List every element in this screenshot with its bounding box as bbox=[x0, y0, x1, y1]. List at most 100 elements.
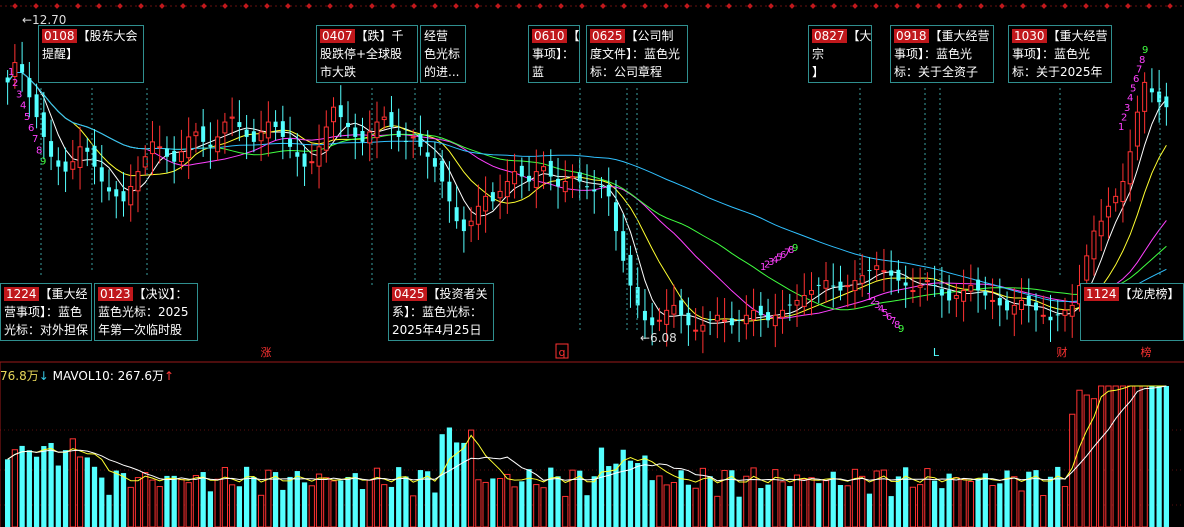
event-annotation[interactable]: 0827 【大宗】 bbox=[808, 25, 872, 83]
candle-body-down bbox=[454, 207, 459, 222]
event-annotation[interactable]: 0407 【跌】千股跌停+全球股市大跌 bbox=[316, 25, 418, 83]
candle-body-down bbox=[295, 152, 300, 157]
td-label: 7 bbox=[32, 134, 38, 145]
td-label: 4 bbox=[20, 101, 26, 112]
top-marker-dot bbox=[411, 3, 417, 9]
volume-bar-down bbox=[707, 476, 713, 527]
candle-body-up bbox=[215, 136, 221, 153]
event-annotation[interactable]: 0610【事项】：蓝：对外担 bbox=[528, 25, 580, 83]
marker-letter: 财 bbox=[1057, 345, 1068, 359]
volume-bar-down bbox=[91, 466, 98, 527]
top-marker-dot bbox=[1167, 3, 1173, 9]
td-label: 7 bbox=[1136, 64, 1142, 75]
volume-bar-up bbox=[76, 456, 84, 527]
candle-body-up bbox=[1098, 220, 1104, 237]
volume-bar-up bbox=[562, 495, 569, 527]
candle-body-up bbox=[656, 319, 662, 322]
volume-bar-down bbox=[758, 488, 764, 527]
candle-body-down bbox=[599, 185, 604, 187]
top-marker-dot bbox=[75, 3, 81, 9]
candle-body-down bbox=[5, 77, 10, 83]
candle-body-up bbox=[562, 181, 568, 193]
top-marker-dot bbox=[327, 3, 333, 9]
candle-body-down bbox=[838, 281, 843, 291]
event-annotation[interactable]: 1124 【龙虎榜】 bbox=[1080, 283, 1184, 341]
top-marker-dot bbox=[579, 3, 585, 9]
td-label: 4 bbox=[1127, 93, 1133, 104]
event-annotation[interactable]: 1224【重大经营事项】：蓝色光标：对外担保的进... bbox=[0, 283, 92, 341]
event-annotation[interactable]: 经营 色光标 的进... bbox=[420, 25, 466, 83]
candle-body-up bbox=[541, 166, 547, 172]
volume-bar-up bbox=[149, 479, 156, 527]
volume-bar-down bbox=[33, 456, 40, 527]
candle-body-up bbox=[367, 131, 373, 144]
top-marker-dot bbox=[117, 3, 123, 9]
candle-body-down bbox=[831, 285, 836, 287]
volume-bar-down bbox=[606, 466, 612, 527]
annotation-date: 0625 bbox=[590, 29, 625, 43]
ma-line-60 bbox=[7, 72, 1167, 302]
candle-body-up bbox=[809, 290, 815, 295]
event-annotation[interactable]: 1030【重大经营事项】：蓝色光标：关于2025年第... bbox=[1008, 25, 1112, 83]
top-marker-dot bbox=[894, 3, 900, 9]
td-label: 7 bbox=[784, 248, 790, 259]
volume-bar-down bbox=[200, 472, 206, 527]
marker-letter: q bbox=[559, 346, 566, 359]
volume-bar-up bbox=[1083, 394, 1090, 527]
volume-bar-down bbox=[526, 469, 532, 527]
volume-bar-down bbox=[171, 475, 177, 527]
top-marker-dot bbox=[915, 3, 921, 9]
candle-body-up bbox=[178, 151, 184, 162]
candle-body-up bbox=[671, 304, 677, 315]
top-marker-dot bbox=[180, 3, 186, 9]
annotation-date: 0425 bbox=[392, 287, 427, 301]
event-annotation[interactable]: 0918【重大经营事项】：蓝色光标：关于全资子公... bbox=[890, 25, 994, 83]
volume-bar-down bbox=[729, 470, 735, 527]
candle-body-up bbox=[475, 205, 481, 225]
volume-bar-down bbox=[1055, 466, 1061, 527]
candle-body-up bbox=[990, 299, 996, 302]
candle-body-down bbox=[1149, 88, 1154, 93]
volume-bar-up bbox=[808, 477, 815, 527]
event-annotation[interactable]: 0123【决议】：蓝色光标：2025年第一次临时股东... bbox=[94, 283, 198, 341]
mavol10-arrow: ↑ bbox=[164, 369, 175, 383]
volume-bar-down bbox=[403, 476, 409, 527]
event-annotation[interactable]: 0108 【股东大会提醒】 bbox=[38, 25, 144, 83]
annotation-date: 0407 bbox=[320, 29, 355, 43]
candle-body-down bbox=[1164, 96, 1169, 108]
volume-bar-down bbox=[388, 486, 395, 527]
candle-body-down bbox=[642, 310, 647, 321]
top-marker-dot bbox=[600, 3, 606, 9]
candle-body-down bbox=[172, 150, 177, 162]
price-low-label: ←6.08 bbox=[640, 331, 677, 345]
candle-body-up bbox=[483, 195, 489, 212]
candle-body-up bbox=[1142, 81, 1148, 112]
annotation-text: 【投资者关系】：蓝色光标：2025年4月25日投... bbox=[392, 287, 488, 337]
top-marker-dot bbox=[348, 3, 354, 9]
volume-bar-down bbox=[301, 482, 308, 527]
volume-bar-up bbox=[822, 480, 830, 527]
candle-body-up bbox=[1091, 230, 1097, 260]
candle-body-down bbox=[737, 319, 742, 321]
annotation-text: 经营 色光标 的进... bbox=[424, 29, 461, 79]
candle-body-up bbox=[70, 161, 76, 170]
volume-bar-down bbox=[120, 473, 127, 527]
candle-body-up bbox=[1134, 111, 1140, 147]
volume-bar-down bbox=[41, 446, 47, 527]
top-marker-dot bbox=[684, 3, 690, 9]
candle-body-down bbox=[85, 147, 90, 152]
candle-body-up bbox=[149, 141, 155, 155]
annotation-date: 1030 bbox=[1012, 29, 1047, 43]
volume-bar-down bbox=[635, 462, 641, 527]
event-annotation[interactable]: 0625【公司制度文件】：蓝色光标：公司章程（20... bbox=[586, 25, 688, 83]
annotation-date: 0610 bbox=[532, 29, 567, 43]
volume-bar-up bbox=[1040, 495, 1047, 527]
volume-bar-down bbox=[837, 485, 844, 527]
candle-body-down bbox=[440, 160, 445, 182]
event-annotation[interactable]: 0425【投资者关系】：蓝色光标：2025年4月25日投... bbox=[388, 283, 494, 341]
annotation-text: 【跌】千股跌停+全球股市大跌 bbox=[320, 29, 404, 79]
top-marker-dot bbox=[474, 3, 480, 9]
volume-bar-up bbox=[967, 481, 974, 527]
volume-bar-up bbox=[323, 477, 330, 527]
volume-bar-up bbox=[699, 467, 706, 527]
